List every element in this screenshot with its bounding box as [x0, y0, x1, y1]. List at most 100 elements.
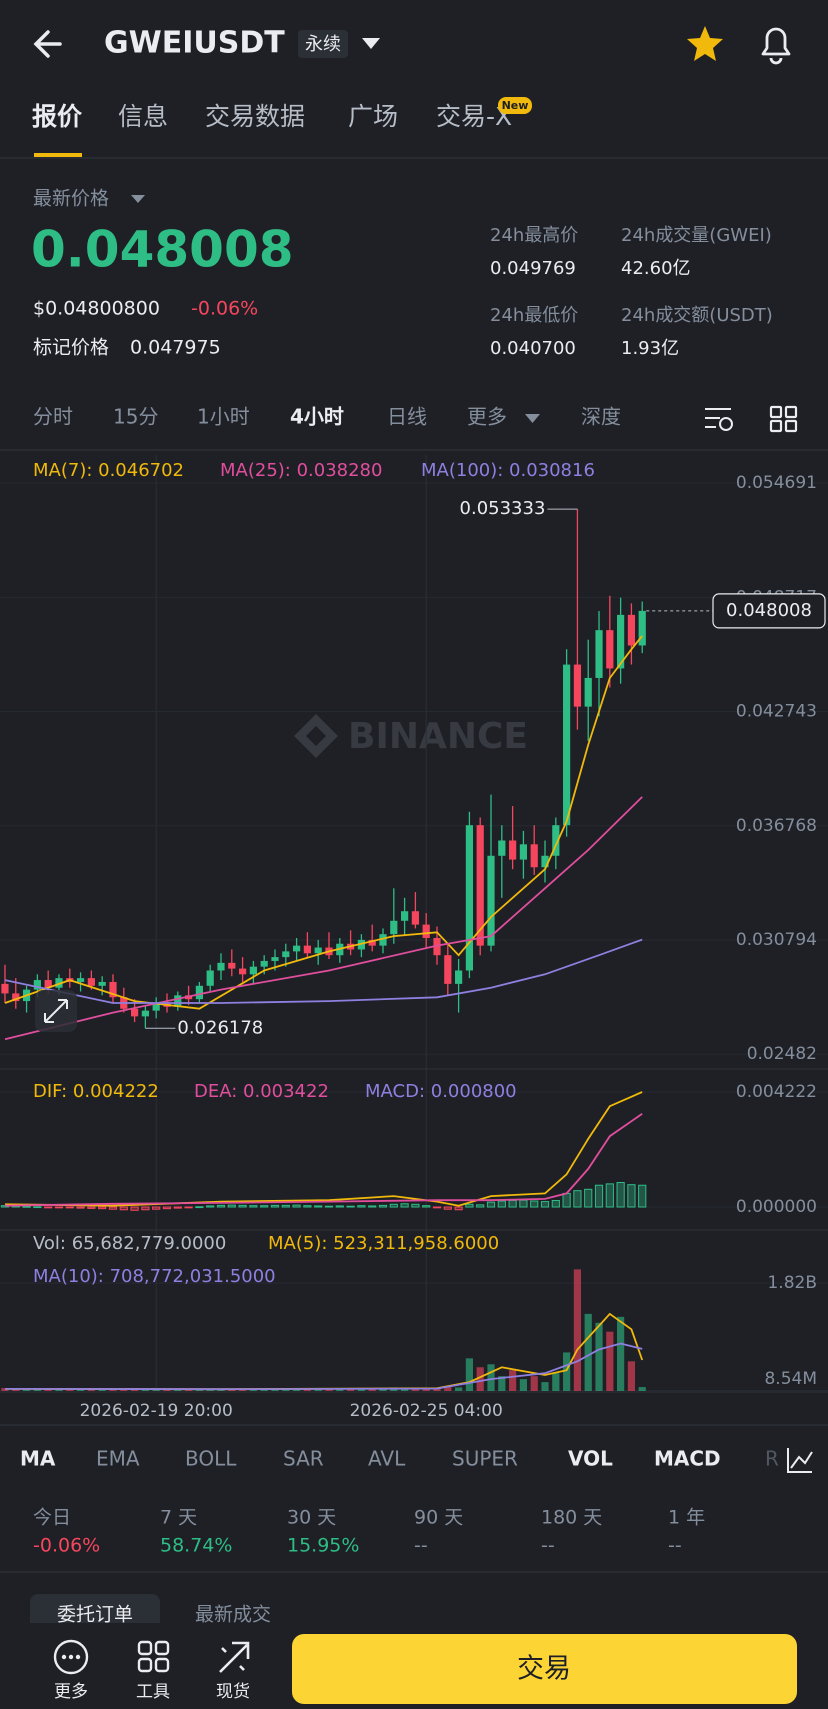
volume-legend: Vol: 65,682,779.0000	[33, 1233, 226, 1254]
symbol-dropdown[interactable]	[362, 38, 380, 49]
macd-bar	[486, 1201, 496, 1208]
period-change: --	[668, 1535, 682, 1557]
trade-button[interactable]	[292, 1634, 797, 1704]
volume-bar	[325, 1389, 333, 1391]
order-tab[interactable]: 最新成交	[195, 1604, 271, 1626]
layout-icon[interactable]	[769, 405, 798, 433]
indicator-tab[interactable]: AVL	[368, 1447, 406, 1471]
nav-label[interactable]: 现货	[216, 1682, 250, 1702]
tab-underline	[34, 153, 82, 157]
macd-bar	[573, 1190, 582, 1208]
candle-body	[206, 970, 214, 986]
volume-ma-line	[4, 1342, 643, 1391]
nav-label[interactable]: 更多	[54, 1682, 88, 1702]
interval[interactable]: 4小时	[290, 405, 344, 429]
macd-bar	[530, 1200, 539, 1208]
indicator-tab[interactable]: BOLL	[185, 1447, 237, 1471]
indicator-tab[interactable]: MA	[20, 1447, 56, 1471]
volume-bar	[1, 1388, 9, 1391]
dot	[75, 1654, 81, 1660]
volume-bar	[487, 1364, 495, 1391]
macd-bar	[335, 1205, 344, 1208]
candle-body	[98, 981, 106, 986]
candle-body	[476, 825, 484, 946]
macd-bar	[422, 1205, 431, 1208]
volume-bar	[584, 1313, 592, 1391]
x-tick-label: 2026-02-19 20:00	[80, 1401, 233, 1421]
y-tick-label: 0.054691	[736, 473, 817, 493]
macd-bar	[638, 1184, 647, 1208]
candle-body	[195, 985, 203, 1000]
candle-body	[552, 825, 560, 856]
candle-body	[509, 840, 517, 860]
favorite-star[interactable]	[687, 26, 723, 61]
indicator-chart-icon[interactable]	[787, 1448, 813, 1473]
indicator-tab[interactable]: SAR	[283, 1447, 324, 1471]
intervals: 分时 15分 1小时 4小时 日线 更多 深度	[33, 405, 621, 429]
macd-bar	[540, 1201, 550, 1208]
more-dots	[61, 1654, 81, 1660]
period-change: --	[541, 1535, 555, 1557]
candle-body	[174, 995, 182, 1007]
interval[interactable]: 分时	[33, 405, 73, 429]
y-tick-label: 0.042743	[736, 702, 817, 722]
interval[interactable]: 深度	[581, 405, 621, 429]
volume-bar	[606, 1331, 614, 1391]
volume-bar	[33, 1389, 41, 1391]
tab[interactable]: 报价	[32, 102, 83, 131]
indicator-tab[interactable]: MACD	[654, 1447, 721, 1471]
candle-body	[368, 939, 376, 946]
chart-settings-icon[interactable]	[705, 408, 733, 431]
fullscreen-button[interactable]	[35, 990, 77, 1032]
symbol: GWEIUSDT	[104, 26, 285, 61]
price-dropdown[interactable]	[131, 195, 145, 203]
legend-entry: MACD: 0.000800	[365, 1081, 517, 1102]
macd-bar	[206, 1205, 215, 1208]
macd-line	[4, 1113, 643, 1207]
macd-bar	[184, 1206, 193, 1209]
notification-bell[interactable]	[761, 27, 791, 65]
macd-bar	[98, 1206, 107, 1210]
indicator-tab[interactable]: VOL	[568, 1447, 613, 1471]
interval[interactable]: 日线	[387, 405, 427, 429]
indicator-tab[interactable]: SUPER	[452, 1447, 518, 1471]
candle-body	[152, 1002, 160, 1011]
candle-body	[433, 937, 441, 956]
volume-bar	[238, 1389, 247, 1391]
interval[interactable]: 15分	[113, 405, 158, 429]
tab[interactable]: 信息	[118, 102, 168, 131]
last-price: 0.048008	[31, 221, 294, 279]
interval[interactable]: 更多	[467, 405, 507, 429]
indicator-tab[interactable]: R	[765, 1447, 779, 1471]
volume-bar	[98, 1389, 106, 1391]
macd-bar	[357, 1205, 366, 1208]
macd-bar	[162, 1206, 172, 1210]
nav-label[interactable]: 工具	[136, 1682, 170, 1702]
candle-body	[606, 630, 614, 669]
volume-bar	[465, 1358, 474, 1391]
y-tick-label: 8.54M	[764, 1369, 817, 1389]
tool-cell	[137, 1657, 153, 1673]
stat-value: 0.040700	[490, 338, 576, 359]
back-button[interactable]	[33, 30, 62, 58]
macd-bar	[476, 1204, 485, 1208]
volume-bar	[109, 1388, 117, 1391]
volume-bar	[627, 1361, 636, 1391]
order-tab[interactable]: 委托订单	[57, 1604, 133, 1626]
indicator-tab[interactable]: EMA	[96, 1447, 140, 1471]
interval[interactable]: 1小时	[197, 405, 250, 429]
macd-bar	[270, 1204, 280, 1208]
volume-bar	[249, 1389, 257, 1391]
macd-bar	[411, 1203, 420, 1208]
stat-label: 24h最高价	[490, 225, 578, 246]
candle-body	[617, 614, 625, 669]
indicator-tabs: MA EMA BOLL SAR AVL SUPER VOL MACD R	[20, 1447, 779, 1471]
candle-body	[303, 945, 311, 954]
tab[interactable]: 交易数据	[205, 102, 305, 131]
volume-bar	[87, 1389, 95, 1391]
y-tick-label: 0.004222	[736, 1082, 817, 1102]
layout-cell	[769, 419, 783, 433]
tab[interactable]: 广场	[348, 102, 398, 131]
macd-bar	[314, 1205, 323, 1208]
